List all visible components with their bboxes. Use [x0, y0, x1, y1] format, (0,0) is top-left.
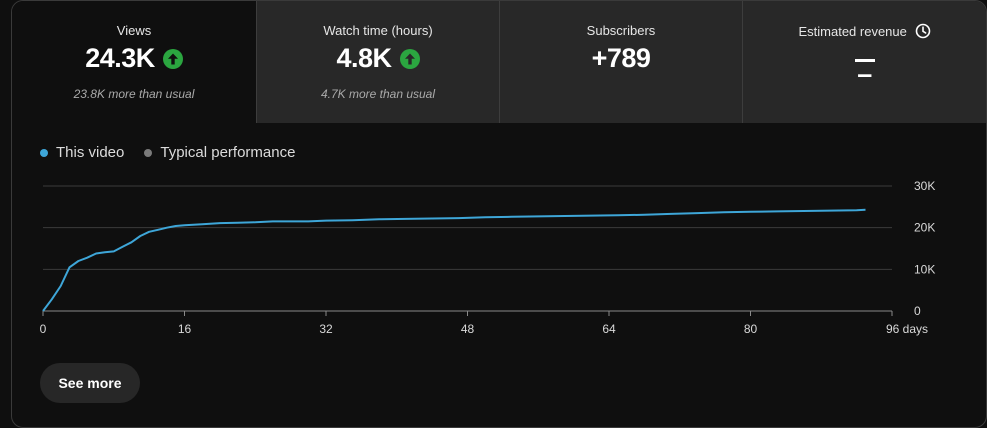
arrow-up-circle-icon [399, 48, 420, 69]
x-tick-label: 0 [40, 322, 47, 336]
legend-dot [144, 148, 153, 157]
y-tick-label: 30K [914, 179, 935, 193]
metric-comparison: 4.7K more than usual [320, 87, 436, 101]
legend-dot [40, 148, 48, 157]
arrow-up-circle-icon [162, 48, 183, 69]
legend-item-typical-performance: Typical performance [144, 144, 295, 161]
metric-label: Watch time (hours) [323, 23, 433, 38]
metric-value: +789 [591, 43, 651, 73]
metric-label: Subscribers [586, 23, 656, 38]
clock-icon[interactable] [915, 23, 931, 39]
legend-item-this-video: This video [40, 144, 124, 161]
views-line-chart: 0 10K 20K 30K 0 16 32 48 64 80 96 days [40, 179, 936, 336]
metric-tab-subscribers[interactable]: Subscribers +789 [499, 1, 742, 123]
series-line-this-video [42, 208, 866, 312]
see-more-button[interactable]: See more [40, 363, 140, 403]
metric-tab-watch-time[interactable]: Watch time (hours) 4.8K 4.7K more than u… [256, 1, 499, 123]
y-tick-label: 0 [914, 304, 921, 318]
y-tick-label: 20K [914, 221, 935, 235]
metric-tabs: Views 24.3K 23.8K more than usual Watch … [12, 1, 986, 123]
x-tick-label: 96 days [886, 322, 928, 336]
legend-label: This video [56, 144, 125, 161]
x-tick-label: 64 [602, 322, 616, 336]
chart-legend: This video Typical performance [40, 144, 295, 161]
x-tick-label: 80 [744, 322, 758, 336]
metric-value-placeholder: – [854, 59, 875, 89]
metric-value: 24.3K [85, 43, 155, 73]
x-tick-label: 32 [319, 322, 333, 336]
metric-comparison: 23.8K more than usual [73, 87, 195, 101]
metric-value: 4.8K [336, 43, 392, 73]
metric-label: Estimated revenue [798, 24, 907, 39]
y-tick-label: 10K [914, 262, 935, 276]
metric-tab-estimated-revenue[interactable]: Estimated revenue – [742, 1, 986, 123]
metric-label: Views [116, 23, 152, 38]
x-tick-label: 48 [461, 322, 475, 336]
metric-tab-views[interactable]: Views 24.3K 23.8K more than usual [12, 1, 256, 123]
legend-label: Typical performance [160, 144, 296, 161]
analytics-card: Views 24.3K 23.8K more than usual Watch … [11, 0, 987, 428]
x-tick-label: 16 [178, 322, 192, 336]
metric-label-row: Estimated revenue [743, 23, 986, 39]
